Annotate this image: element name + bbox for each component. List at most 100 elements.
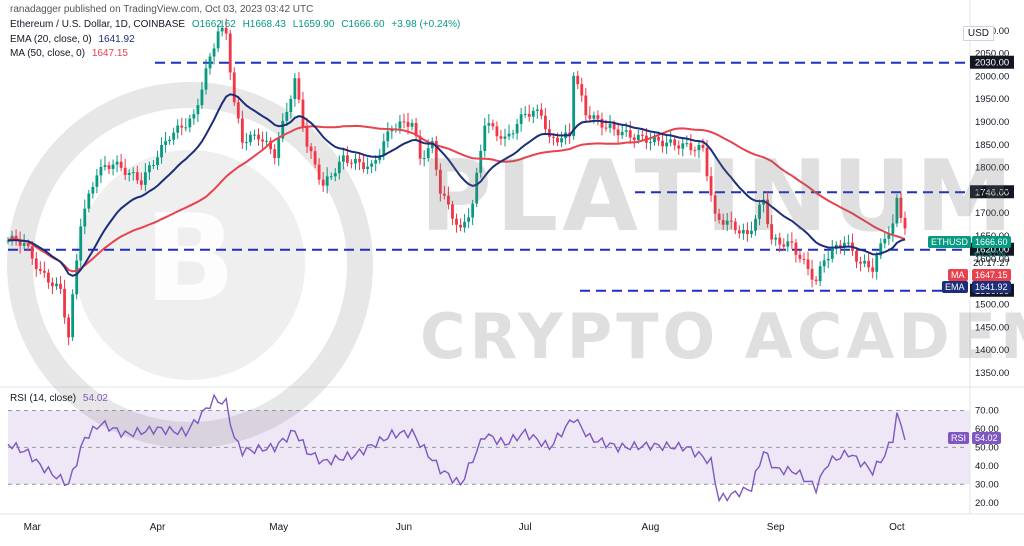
candle-body[interactable] — [160, 144, 163, 158]
symbol-name[interactable]: Ethereum / U.S. Dollar, 1D, COINBASE — [10, 19, 186, 30]
candle-body[interactable] — [713, 195, 717, 214]
candle-body[interactable] — [475, 172, 479, 204]
candle-body[interactable] — [830, 249, 834, 259]
price-panel[interactable] — [0, 0, 970, 385]
candle-body[interactable] — [289, 98, 293, 113]
candle-body[interactable] — [333, 173, 337, 177]
candle-body[interactable] — [826, 258, 830, 261]
candle-body[interactable] — [297, 78, 301, 100]
candle-body[interactable] — [240, 118, 244, 143]
candle-body[interactable] — [34, 258, 38, 270]
candle-body[interactable] — [281, 120, 285, 139]
candle-body[interactable] — [729, 220, 733, 222]
candle-body[interactable] — [471, 203, 475, 218]
candle-body[interactable] — [95, 175, 99, 187]
candle-body[interactable] — [624, 130, 628, 132]
candle-body[interactable] — [677, 145, 681, 149]
candle-body[interactable] — [802, 258, 806, 260]
candle-body[interactable] — [30, 246, 34, 259]
candle-body[interactable] — [139, 180, 143, 185]
candle-body[interactable] — [402, 121, 406, 123]
candle-body[interactable] — [903, 217, 907, 229]
candle-body[interactable] — [543, 115, 547, 130]
ema-legend[interactable]: EMA (20, close, 0) 1641.92 — [10, 34, 139, 45]
candle-body[interactable] — [426, 148, 430, 159]
candle-body[interactable] — [345, 155, 349, 163]
candle-body[interactable] — [26, 243, 30, 247]
candle-body[interactable] — [669, 139, 673, 143]
candle-body[interactable] — [527, 113, 531, 117]
candle-body[interactable] — [249, 134, 252, 143]
candle-body[interactable] — [709, 176, 713, 196]
candle-body[interactable] — [616, 129, 620, 136]
candle-body[interactable] — [681, 143, 685, 149]
candle-body[interactable] — [329, 176, 333, 178]
candle-body[interactable] — [172, 132, 176, 140]
candle-body[interactable] — [790, 241, 794, 243]
candle-body[interactable] — [382, 141, 386, 156]
candle-body[interactable] — [705, 147, 709, 177]
candle-body[interactable] — [398, 121, 402, 129]
candle-body[interactable] — [325, 176, 329, 186]
candle-body[interactable] — [535, 109, 539, 111]
candle-body[interactable] — [337, 161, 341, 174]
candle-body[interactable] — [99, 166, 103, 176]
candle-body[interactable] — [604, 127, 608, 129]
candle-body[interactable] — [523, 113, 527, 115]
candle-body[interactable] — [754, 218, 757, 231]
candle-body[interactable] — [119, 161, 123, 168]
candle-body[interactable] — [59, 283, 62, 289]
candle-body[interactable] — [200, 89, 204, 106]
candle-body[interactable] — [842, 242, 846, 248]
ma-legend[interactable]: MA (50, close, 0) 1647.15 — [10, 48, 132, 59]
candle-body[interactable] — [689, 143, 693, 151]
candle-body[interactable] — [410, 122, 414, 127]
candle-body[interactable] — [661, 140, 664, 147]
candle-body[interactable] — [143, 172, 147, 185]
candle-body[interactable] — [548, 129, 551, 137]
candle-body[interactable] — [42, 270, 46, 273]
candle-body[interactable] — [63, 288, 66, 318]
candle-body[interactable] — [301, 99, 305, 127]
candle-body[interactable] — [236, 102, 240, 119]
candle-body[interactable] — [67, 317, 71, 338]
candle-body[interactable] — [503, 136, 507, 139]
candle-body[interactable] — [822, 260, 826, 267]
candle-body[interactable] — [479, 150, 483, 173]
candle-body[interactable] — [463, 221, 466, 228]
candle-body[interactable] — [168, 139, 172, 142]
candle-body[interactable] — [600, 118, 604, 128]
candle-body[interactable] — [733, 221, 737, 231]
candle-body[interactable] — [794, 242, 798, 255]
candle-body[interactable] — [224, 27, 228, 34]
candle-body[interactable] — [317, 164, 321, 180]
candle-body[interactable] — [152, 165, 155, 167]
candle-body[interactable] — [18, 239, 22, 246]
candle-body[interactable] — [87, 193, 91, 209]
candle-body[interactable] — [406, 121, 410, 127]
candle-body[interactable] — [414, 122, 418, 137]
candle-body[interactable] — [127, 172, 131, 175]
candle-body[interactable] — [620, 131, 624, 136]
candle-body[interactable] — [483, 125, 487, 151]
candle-body[interactable] — [131, 172, 135, 174]
candle-body[interactable] — [515, 123, 519, 134]
candle-body[interactable] — [184, 127, 188, 129]
candle-body[interactable] — [269, 140, 273, 150]
candle-body[interactable] — [640, 134, 644, 136]
candle-body[interactable] — [71, 294, 75, 338]
candle-body[interactable] — [257, 134, 260, 140]
candle-body[interactable] — [232, 72, 236, 103]
candle-body[interactable] — [725, 220, 729, 225]
candle-body[interactable] — [855, 250, 858, 262]
candle-body[interactable] — [766, 199, 770, 225]
ma-50-line[interactable] — [7, 124, 906, 273]
candle-body[interactable] — [341, 155, 345, 162]
candle-body[interactable] — [277, 138, 281, 159]
candle-body[interactable] — [531, 110, 535, 117]
candle-body[interactable] — [123, 167, 127, 175]
candle-body[interactable] — [354, 158, 357, 164]
candle-body[interactable] — [499, 136, 503, 139]
candle-body[interactable] — [107, 165, 111, 169]
candle-body[interactable] — [507, 133, 511, 137]
